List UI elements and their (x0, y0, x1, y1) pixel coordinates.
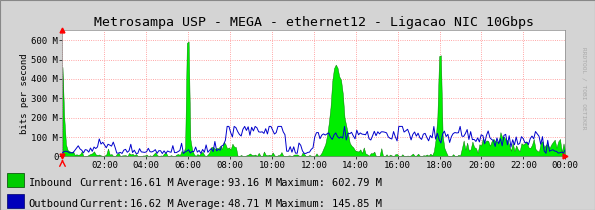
Title: Metrosampa USP - MEGA - ethernet12 - Ligacao NIC 10Gbps: Metrosampa USP - MEGA - ethernet12 - Lig… (94, 16, 534, 29)
Text: 48.71 M: 48.71 M (228, 199, 272, 209)
Text: Current:: Current: (79, 178, 129, 188)
Text: Average:: Average: (177, 178, 227, 188)
Text: Inbound: Inbound (29, 178, 73, 188)
Text: 16.61 M: 16.61 M (130, 178, 174, 188)
Text: 602.79 M: 602.79 M (332, 178, 382, 188)
Text: 93.16 M: 93.16 M (228, 178, 272, 188)
Text: Maximum:: Maximum: (275, 178, 325, 188)
Text: Maximum:: Maximum: (275, 199, 325, 209)
Text: Current:: Current: (79, 199, 129, 209)
Text: RRDTOOL / TOBI OETIKER: RRDTOOL / TOBI OETIKER (582, 47, 587, 129)
Y-axis label: bits per second: bits per second (20, 53, 29, 134)
Text: Outbound: Outbound (29, 199, 79, 209)
Text: 145.85 M: 145.85 M (332, 199, 382, 209)
Text: Average:: Average: (177, 199, 227, 209)
Text: 16.62 M: 16.62 M (130, 199, 174, 209)
